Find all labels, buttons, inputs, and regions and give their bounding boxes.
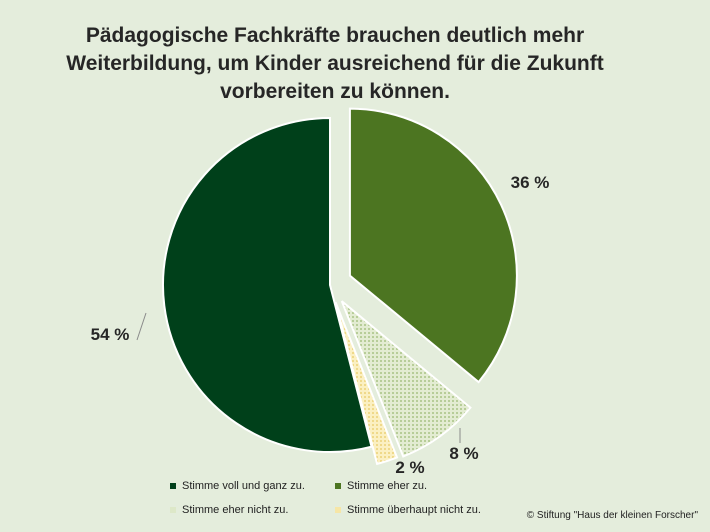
legend-item: Stimme überhaupt nicht zu. xyxy=(335,504,481,516)
data-label: 36 % xyxy=(511,173,550,192)
data-label: 2 % xyxy=(395,458,424,477)
slice-voll-und-ganz xyxy=(162,116,373,453)
legend-label: Stimme eher zu. xyxy=(347,480,428,492)
legend-label: Stimme eher nicht zu. xyxy=(182,504,289,516)
data-label: 54 % xyxy=(91,325,130,344)
slice-eher-zu xyxy=(348,107,518,384)
slice-ueberhaupt-nicht-zu xyxy=(334,301,399,466)
copyright-notice: © Stiftung "Haus der kleinen Forscher" xyxy=(526,510,698,521)
legend-label: Stimme voll und ganz zu. xyxy=(182,480,305,492)
legend-item: Stimme eher nicht zu. xyxy=(170,504,288,516)
legend-swatch xyxy=(335,507,341,513)
slice-eher-nicht-zu xyxy=(340,300,472,458)
leader-line xyxy=(136,312,147,341)
legend-item: Stimme eher zu. xyxy=(335,480,427,492)
title-text: Pädagogische Fachkräfte brauchen deutlic… xyxy=(66,24,604,103)
legend-label: Stimme überhaupt nicht zu. xyxy=(347,504,481,516)
legend-item: Stimme voll und ganz zu. xyxy=(170,480,305,492)
data-label: 8 % xyxy=(449,444,478,463)
legend-swatch xyxy=(170,483,176,489)
legend-swatch xyxy=(170,507,176,513)
legend-swatch xyxy=(335,483,341,489)
chart-title: Pädagogische Fachkräfte brauchen deutlic… xyxy=(40,22,630,106)
